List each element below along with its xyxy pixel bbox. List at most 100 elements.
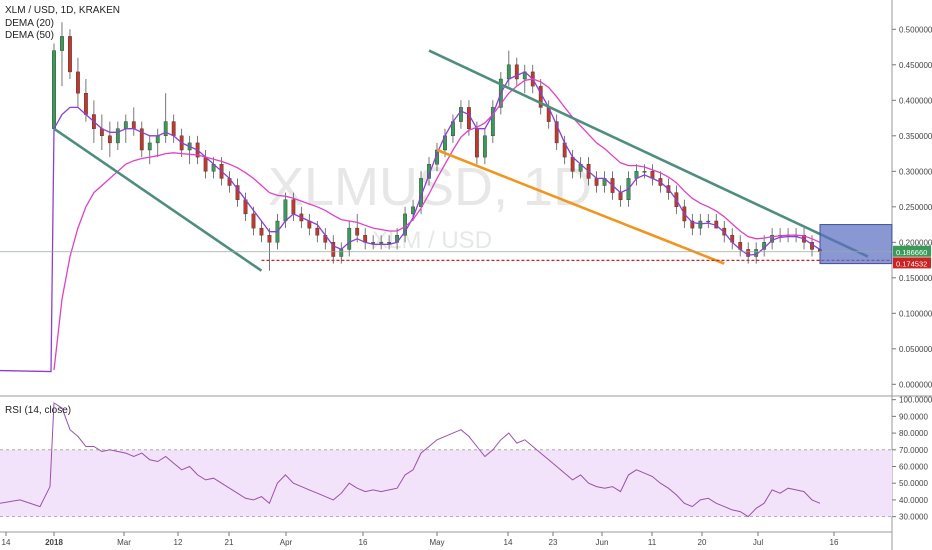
- candle-body: [770, 235, 775, 243]
- dema-lines: [0, 71, 821, 373]
- candle-body: [690, 220, 695, 229]
- indicator-dema-20: DEMA (20): [5, 18, 54, 29]
- rsi-tick-label: 100.0000: [899, 396, 932, 405]
- candle-body: [355, 227, 360, 236]
- candle-body: [52, 50, 56, 129]
- candle-body: [490, 107, 495, 137]
- price-tick-label: 0.000000: [899, 380, 932, 389]
- candle-body: [203, 156, 208, 172]
- candle-body: [76, 71, 80, 94]
- candle-body: [506, 64, 511, 80]
- candle-body: [411, 206, 415, 215]
- rsi-series-line: [0, 402, 821, 518]
- time-tick-label: 14: [2, 538, 11, 547]
- candle-body: [618, 192, 623, 200]
- candle-body: [467, 107, 471, 129]
- candle-body: [379, 242, 384, 244]
- candle-body: [347, 227, 352, 250]
- support-level-value: 0.174532: [896, 259, 927, 268]
- candle-body: [68, 36, 72, 73]
- candle-body: [267, 235, 272, 243]
- time-tick-label: Jun: [596, 538, 609, 547]
- rsi-title: RSI (14, close): [5, 405, 71, 416]
- price-tick-label: 0.300000: [899, 167, 932, 176]
- candle-body: [235, 185, 240, 200]
- candle-body: [594, 178, 599, 186]
- support-level-tag: [893, 257, 931, 269]
- price-axis[interactable]: 0.500000 0.450000 0.400000 0.350000 0.300000…: [892, 25, 932, 389]
- last-price-value: 0.186660: [896, 248, 927, 257]
- candle-body: [60, 36, 64, 51]
- candle-body: [482, 135, 487, 158]
- time-tick-label: 14: [504, 538, 513, 547]
- indicator-dema-50: DEMA (50): [5, 30, 54, 41]
- candle-body: [107, 135, 112, 144]
- candle-body: [698, 220, 703, 229]
- rsi-overbought-oversold-band: [0, 449, 892, 517]
- candle-body: [155, 135, 160, 144]
- candle-body: [171, 121, 176, 137]
- time-tick-label: Mar: [117, 538, 131, 547]
- trend-line-lower: [53, 127, 263, 272]
- rsi-tick-label: 60.0000: [899, 463, 928, 472]
- rsi-line: [0, 402, 821, 518]
- time-tick-label: 16: [830, 538, 839, 547]
- time-tick-label: 23: [549, 538, 558, 547]
- price-tick-label: 0.450000: [899, 61, 932, 70]
- dema-20-line: [53, 71, 821, 256]
- candle-body: [339, 249, 344, 257]
- rsi-axis[interactable]: 100.0000 90.0000 80.0000 70.0000 60.0000 50.0…: [892, 396, 932, 522]
- rsi-band: [0, 449, 892, 518]
- rsi-pane[interactable]: 100.0000 90.0000 80.0000 70.0000 60.0000 50.0…: [0, 396, 932, 522]
- time-tick-label: 11: [648, 538, 657, 547]
- price-tick-label: 0.250000: [899, 203, 932, 212]
- price-tick-label: 0.100000: [899, 309, 932, 318]
- candle-body: [331, 242, 336, 257]
- rsi-tick-label: 80.0000: [899, 429, 928, 438]
- time-tick-label: Apr: [280, 538, 293, 547]
- candle-body: [84, 93, 88, 115]
- candle-body: [746, 249, 751, 257]
- candle-body: [131, 121, 136, 129]
- candle-body: [554, 121, 559, 144]
- dema-50-line: [53, 78, 821, 371]
- rsi-tick-label: 90.0000: [899, 412, 928, 421]
- candle-body: [371, 242, 376, 244]
- candle-body: [706, 220, 711, 223]
- rsi-tick-label: 70.0000: [899, 446, 928, 455]
- rsi-tick-label: 40.0000: [899, 496, 928, 505]
- price-tick-label: 0.350000: [899, 132, 932, 141]
- candle-body: [147, 142, 152, 151]
- time-tick-label: 2018: [45, 538, 63, 547]
- candle-body: [139, 128, 144, 151]
- support-trend-line: [436, 148, 725, 265]
- pre-listing-price-line: [0, 128, 55, 373]
- last-price-tag: [893, 245, 931, 257]
- time-tick-label: Jul: [753, 538, 763, 547]
- candle-body: [387, 242, 392, 244]
- time-tick-label: 16: [359, 538, 368, 547]
- candle-body: [115, 128, 120, 144]
- target-box: [819, 224, 893, 265]
- time-tick-label: 20: [698, 538, 707, 547]
- candle-body: [283, 199, 288, 222]
- drawing-annotations[interactable]: [0, 49, 893, 272]
- price-tick-label: 0.500000: [899, 25, 932, 34]
- resistance-trend-line: [428, 49, 869, 258]
- time-tick-label: 12: [174, 538, 183, 547]
- price-tick-label: 0.050000: [899, 345, 932, 354]
- symbol-title: XLM / USD, 1D, KRAKEN: [5, 5, 120, 16]
- candle-body: [251, 213, 256, 229]
- rsi-tick-label: 30.0000: [899, 513, 928, 522]
- price-tags: 0.186660 0.174532: [893, 245, 931, 269]
- candle-body: [123, 121, 128, 129]
- rsi-tick-label: 50.0000: [899, 479, 928, 488]
- time-axis[interactable]: 14 2018 Mar 12 21 Apr 16 May 14 23 Jun 11 20 Jul 16: [2, 532, 839, 547]
- candle-body: [514, 64, 519, 80]
- candle-body: [459, 107, 463, 122]
- candle-body: [291, 199, 296, 215]
- candle-body: [163, 121, 168, 137]
- candle-body: [315, 227, 320, 236]
